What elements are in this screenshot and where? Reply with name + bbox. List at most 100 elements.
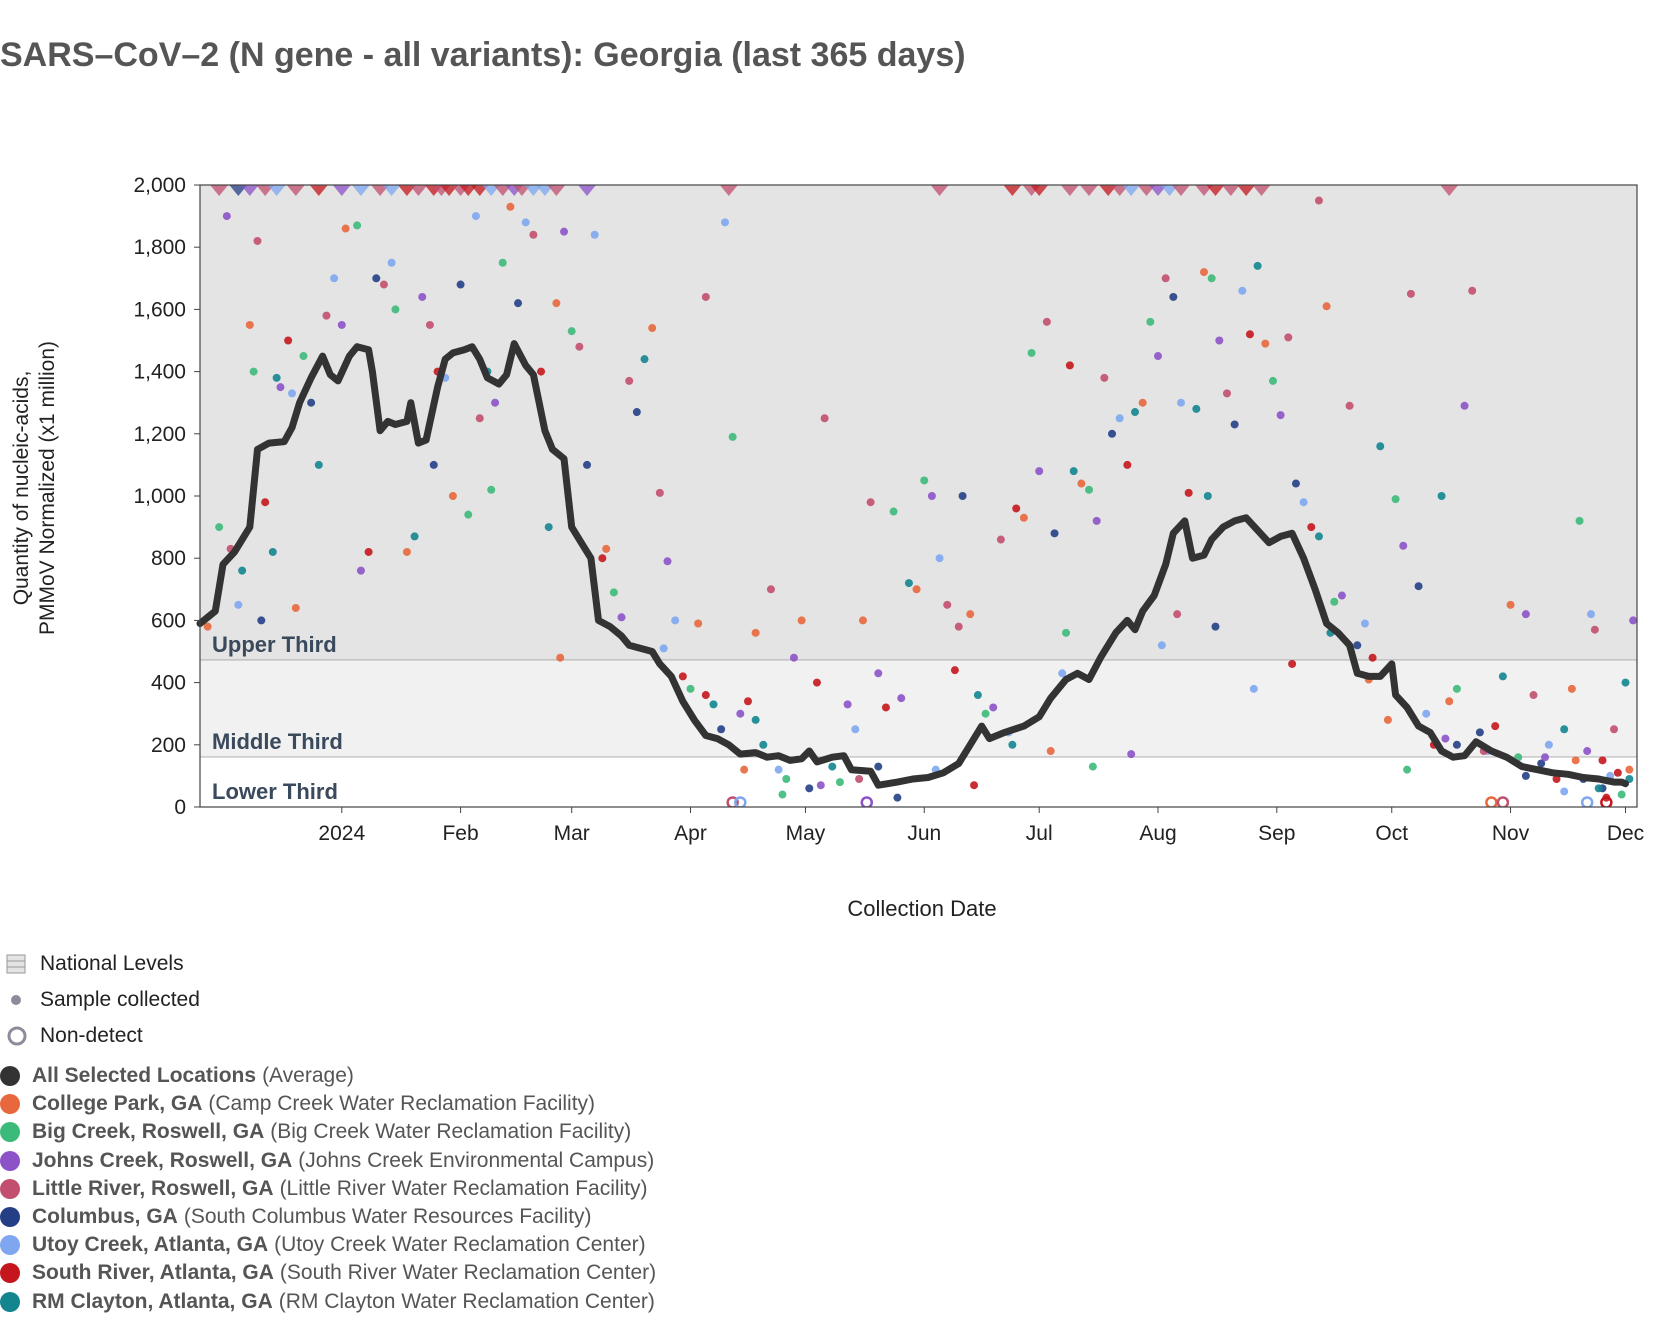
- sample-point: [391, 305, 400, 314]
- x-tick-label: Feb: [442, 822, 478, 845]
- sample-point: [1222, 389, 1231, 398]
- x-tick-label: Nov: [1492, 822, 1530, 845]
- legend-location-3[interactable]: Johns Creek, Roswell, GA (Johns Creek Env…: [0, 1147, 656, 1175]
- legend-location-7[interactable]: South River, Atlanta, GA (South River Wat…: [0, 1259, 656, 1287]
- above-max-marker: [229, 185, 248, 196]
- dot-icon: [6, 990, 40, 1010]
- sample-point: [1065, 361, 1074, 370]
- location-legend: All Selected Locations (Average) College P…: [0, 1062, 656, 1316]
- sample-point: [686, 684, 695, 693]
- sample-point: [1583, 747, 1592, 756]
- sample-point: [1291, 479, 1300, 488]
- location-color-swatch: [0, 1122, 20, 1143]
- sample-point: [640, 355, 649, 364]
- sample-point: [1414, 582, 1423, 591]
- y-tick-label: 1,800: [133, 236, 186, 259]
- sample-point: [740, 765, 749, 774]
- sample-point: [920, 476, 929, 485]
- sample-point: [552, 299, 561, 308]
- location-name: RM Clayton, Atlanta, GA: [32, 1289, 273, 1313]
- non-detect-point: [726, 796, 739, 807]
- y-axis-label-line1: Quantity of nucleic-acids,: [10, 371, 33, 606]
- sample-point: [291, 603, 300, 612]
- sample-point: [671, 616, 680, 625]
- y-tick-label: 1,000: [133, 485, 186, 508]
- chart-svg: Upper Third Middle Third Lower Third 0 200 4…: [10, 174, 1644, 921]
- above-max-marker: [1149, 185, 1167, 196]
- band-1: [200, 660, 1637, 758]
- sample-point: [655, 488, 664, 497]
- sample-point: [1008, 740, 1017, 749]
- above-max-marker: [240, 185, 259, 196]
- sample-point: [1085, 485, 1094, 494]
- above-max-marker: [1110, 185, 1129, 196]
- legend-location-0[interactable]: All Selected Locations (Average): [0, 1062, 656, 1090]
- sample-point: [475, 414, 484, 423]
- sample-point: [1506, 600, 1515, 609]
- sample-point: [529, 230, 538, 239]
- legend-location-6[interactable]: Utoy Creek, Atlanta, GA (Utoy Creek Water…: [0, 1231, 656, 1259]
- sample-point: [1406, 289, 1415, 298]
- sample-point: [943, 600, 952, 609]
- sample-point: [1115, 414, 1124, 423]
- location-facility: (Big Creek Water Reclamation Facility): [270, 1120, 632, 1144]
- legend-location-4[interactable]: Little River, Roswell, GA (Little River W…: [0, 1175, 656, 1203]
- sample-point: [1215, 336, 1224, 345]
- sample-point: [1203, 492, 1212, 500]
- above-max-marker: [1221, 185, 1240, 196]
- sample-point: [743, 697, 752, 706]
- sample-point: [720, 218, 729, 227]
- sample-point: [717, 725, 726, 734]
- sample-point: [1571, 756, 1580, 765]
- sample-point: [575, 342, 584, 351]
- x-tick-label: Jun: [907, 822, 941, 845]
- average-line: [196, 340, 1629, 789]
- sample-point: [843, 700, 852, 709]
- sample-point: [402, 547, 411, 556]
- sample-point: [989, 703, 998, 712]
- above-max-marker: [1003, 185, 1022, 196]
- sample-point: [602, 544, 611, 553]
- sample-point: [560, 227, 569, 236]
- sample-point: [1360, 619, 1369, 628]
- sample-point: [874, 669, 883, 678]
- non-detect-point: [1600, 796, 1613, 807]
- sample-point: [1353, 641, 1362, 650]
- above-max-marker: [440, 185, 459, 196]
- sample-point: [728, 432, 737, 441]
- above-max-marker: [382, 185, 401, 196]
- sample-point: [1544, 740, 1553, 749]
- above-max-marker: [1194, 185, 1213, 196]
- legend-non-detect[interactable]: Non-detect: [6, 1018, 200, 1054]
- legend-sample-collected[interactable]: Sample collected: [6, 982, 200, 1018]
- sample-point: [1173, 610, 1182, 619]
- above-max-marker: [256, 185, 275, 196]
- sample-point: [556, 653, 565, 662]
- sample-point: [893, 793, 902, 802]
- x-tick-label: Apr: [674, 822, 707, 845]
- legend-location-2[interactable]: Big Creek, Roswell, GA (Big Creek Water R…: [0, 1118, 656, 1146]
- sample-point: [249, 367, 258, 376]
- sample-point: [663, 557, 672, 566]
- sample-point: [1521, 610, 1530, 619]
- y-tick-label: 1,400: [133, 361, 186, 384]
- legend-national-levels[interactable]: National Levels: [6, 946, 200, 982]
- y-tick-label: 0: [174, 796, 186, 819]
- ring-icon: [6, 1025, 40, 1047]
- legend-location-1[interactable]: College Park, GA (Camp Creek Water Reclam…: [0, 1090, 656, 1118]
- non-detect-point: [734, 796, 747, 807]
- location-name: South River, Atlanta, GA: [32, 1261, 274, 1285]
- legend-location-8[interactable]: RM Clayton, Atlanta, GA (RM Clayton Water…: [0, 1288, 656, 1316]
- sample-point: [1146, 317, 1155, 326]
- legend-location-5[interactable]: Columbus, GA (South Columbus Water Resour…: [0, 1203, 656, 1231]
- above-max-marker: [332, 185, 351, 196]
- sample-point: [881, 703, 890, 712]
- sample-point: [222, 212, 231, 221]
- above-max-marker: [459, 185, 478, 196]
- sample-point: [1012, 504, 1021, 513]
- sample-point: [866, 498, 875, 507]
- sample-point: [694, 619, 703, 628]
- sample-point: [1475, 728, 1484, 737]
- above-max-marker: [409, 185, 428, 196]
- sample-point: [609, 588, 618, 597]
